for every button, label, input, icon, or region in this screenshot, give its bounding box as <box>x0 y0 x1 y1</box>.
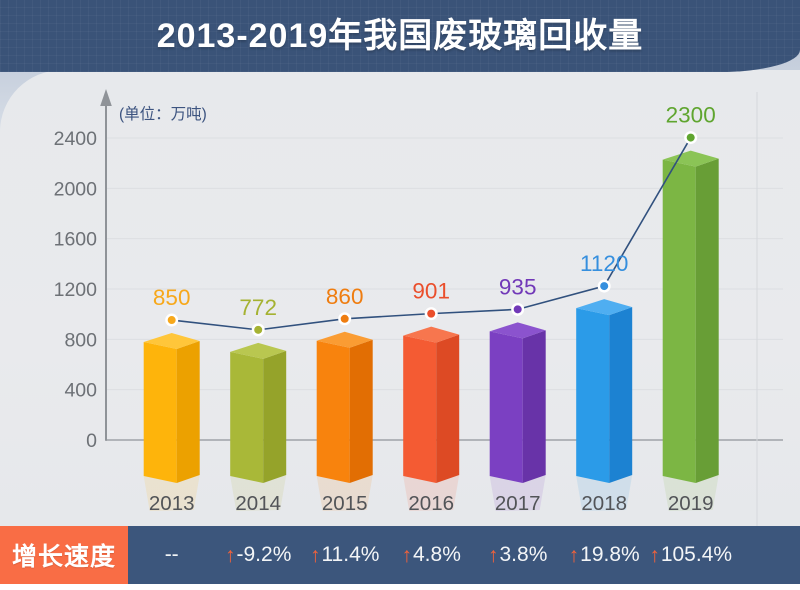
bar-2016 <box>403 326 460 511</box>
x-label-2017: 2017 <box>495 492 541 515</box>
growth-value-2017: ↑ 3.8% <box>488 526 547 584</box>
value-label-2014: 772 <box>239 295 277 320</box>
growth-value-text: 11.4% <box>321 543 380 566</box>
bar-2013 <box>143 333 200 511</box>
y-axis-arrow-icon <box>100 89 112 106</box>
unit-label: (单位：万吨) <box>119 105 207 123</box>
x-label-2016: 2016 <box>408 492 454 515</box>
chart-panel: (单位：万吨) 0 400 800 1200 1600 2000 2400 850 2013 77… <box>0 70 800 527</box>
recycling-bar-chart: (单位：万吨) 0 400 800 1200 1600 2000 2400 850 2013 77… <box>54 89 783 527</box>
bar-2017 <box>489 322 546 511</box>
growth-value-2014: ↑ -9.2% <box>225 526 291 584</box>
data-point-2017 <box>513 305 522 314</box>
up-arrow-icon: ↑ <box>309 543 321 567</box>
up-arrow-icon: ↑ <box>649 543 660 567</box>
data-point-2015 <box>340 314 349 323</box>
bar-2019 <box>662 150 719 511</box>
growth-value-text: 4.8% <box>413 543 461 566</box>
value-label-2018: 1120 <box>580 251 628 276</box>
growth-value-text: 105.4% <box>660 543 733 566</box>
up-arrow-icon: ↑ <box>401 543 413 567</box>
x-label-2015: 2015 <box>322 492 368 515</box>
growth-value-text: -9.2% <box>236 543 292 566</box>
data-point-2018 <box>600 282 609 291</box>
up-arrow-icon: ↑ <box>225 543 236 567</box>
value-label-2017: 935 <box>499 274 537 299</box>
growth-value-2013: -- <box>165 526 179 584</box>
page-title: 2013-2019年我国废玻璃回收量 <box>156 17 644 55</box>
growth-value-text: 19.8% <box>580 543 640 566</box>
up-arrow-icon: ↑ <box>568 543 580 567</box>
growth-rate-bar: 增长速度 -- ↑ -9.2% ↑ 11.4% ↑ 4.8% ↑ 3.8% ↑ 19.8% ↑ 105.… <box>0 526 800 584</box>
growth-value-2019: ↑ 105.4% <box>649 526 732 584</box>
x-label-2019: 2019 <box>668 492 714 515</box>
y-tick-800: 800 <box>64 329 97 351</box>
y-tick-2400: 2400 <box>54 128 98 150</box>
data-point-2013 <box>167 316 176 325</box>
bar-2018 <box>576 299 633 511</box>
growth-rate-label: 增长速度 <box>0 526 128 584</box>
value-label-2019: 2300 <box>666 103 716 128</box>
data-point-2016 <box>427 309 436 318</box>
y-tick-400: 400 <box>64 380 97 402</box>
value-label-2015: 860 <box>326 284 364 309</box>
header-banner: 2013-2019年我国废玻璃回收量 <box>0 0 800 72</box>
growth-value-2016: ↑ 4.8% <box>402 526 461 584</box>
value-label-2013: 850 <box>153 285 191 310</box>
growth-value-2015: ↑ 11.4% <box>310 526 380 584</box>
bar-2015 <box>316 331 373 511</box>
value-label-2016: 901 <box>412 279 450 304</box>
y-tick-0: 0 <box>86 430 97 452</box>
growth-values-row: -- ↑ -9.2% ↑ 11.4% ↑ 4.8% ↑ 3.8% ↑ 19.8% ↑ 105.4% <box>0 526 800 584</box>
data-point-2014 <box>254 325 263 334</box>
x-label-2013: 2013 <box>149 492 195 515</box>
data-point-2019 <box>686 133 695 142</box>
x-label-2018: 2018 <box>581 492 627 515</box>
bar-2014 <box>230 342 287 511</box>
growth-value-2018: ↑ 19.8% <box>569 526 640 584</box>
growth-value-text: 3.8% <box>499 543 548 566</box>
y-tick-1200: 1200 <box>54 279 98 301</box>
y-tick-1600: 1600 <box>54 229 98 251</box>
x-label-2014: 2014 <box>235 492 281 515</box>
up-arrow-icon: ↑ <box>488 543 499 567</box>
growth-value-text: -- <box>164 543 179 566</box>
y-tick-2000: 2000 <box>54 178 98 200</box>
